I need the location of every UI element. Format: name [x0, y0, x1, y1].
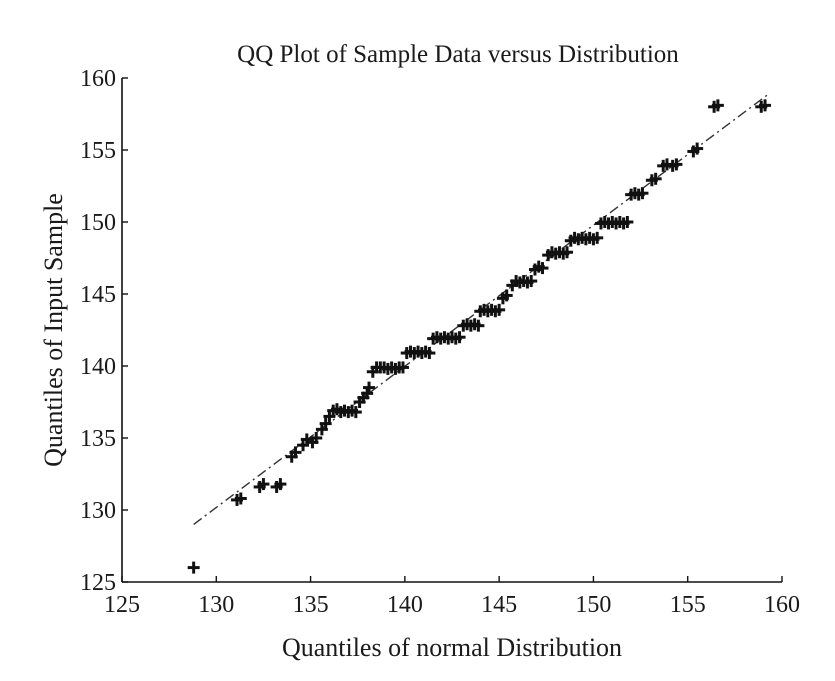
data-point: [649, 172, 662, 185]
y-axis-label: Quantiles of Input Sample: [39, 193, 68, 467]
y-tick-label: 145: [80, 282, 116, 308]
data-point: [234, 492, 247, 505]
y-tick-label: 125: [80, 570, 116, 596]
chart-title: QQ Plot of Sample Data versus Distributi…: [237, 41, 679, 68]
x-tick-label: 135: [293, 592, 329, 618]
data-point: [453, 331, 466, 344]
y-tick-label: 160: [80, 66, 116, 92]
y-axis-ticks: 125 130 135 140 145 150 155 160: [80, 66, 128, 596]
data-point: [711, 99, 724, 112]
data-point: [621, 216, 634, 228]
data-point: [472, 319, 485, 332]
plot-axes: [121, 78, 782, 583]
x-axis-ticks: 125 130 135 140 145 150 155 160: [104, 576, 800, 618]
y-tick-label: 130: [80, 498, 116, 524]
data-point: [493, 303, 506, 316]
x-tick-label: 150: [575, 592, 611, 618]
data-point: [525, 275, 538, 288]
data-point: [591, 231, 604, 244]
x-tick-label: 160: [764, 592, 800, 618]
data-point: [274, 478, 287, 491]
x-tick-label: 130: [198, 592, 234, 618]
data-point: [500, 289, 513, 302]
x-tick-label: 145: [481, 592, 517, 618]
x-tick-label: 155: [670, 592, 706, 618]
data-point: [423, 347, 436, 360]
data-point: [561, 246, 574, 259]
data-point: [363, 381, 376, 394]
data-point: [636, 187, 649, 200]
y-tick-label: 135: [80, 426, 116, 452]
data-points-group: [187, 99, 772, 574]
data-point: [536, 262, 549, 275]
y-tick-label: 140: [80, 354, 116, 380]
data-point: [319, 417, 332, 430]
data-point: [396, 361, 409, 374]
y-tick-label: 155: [80, 138, 116, 164]
data-point: [691, 142, 704, 155]
x-axis-label: Quantiles of normal Distribution: [282, 633, 622, 662]
x-tick-label: 140: [387, 592, 423, 618]
data-point: [257, 478, 270, 491]
y-tick-label: 150: [80, 210, 116, 236]
data-point: [310, 432, 323, 444]
data-point: [289, 446, 302, 459]
data-point: [670, 158, 683, 171]
data-point: [187, 561, 200, 574]
x-tick-label: 125: [104, 592, 140, 618]
data-point: [361, 387, 374, 400]
data-point: [759, 99, 772, 112]
data-point: [349, 406, 362, 419]
